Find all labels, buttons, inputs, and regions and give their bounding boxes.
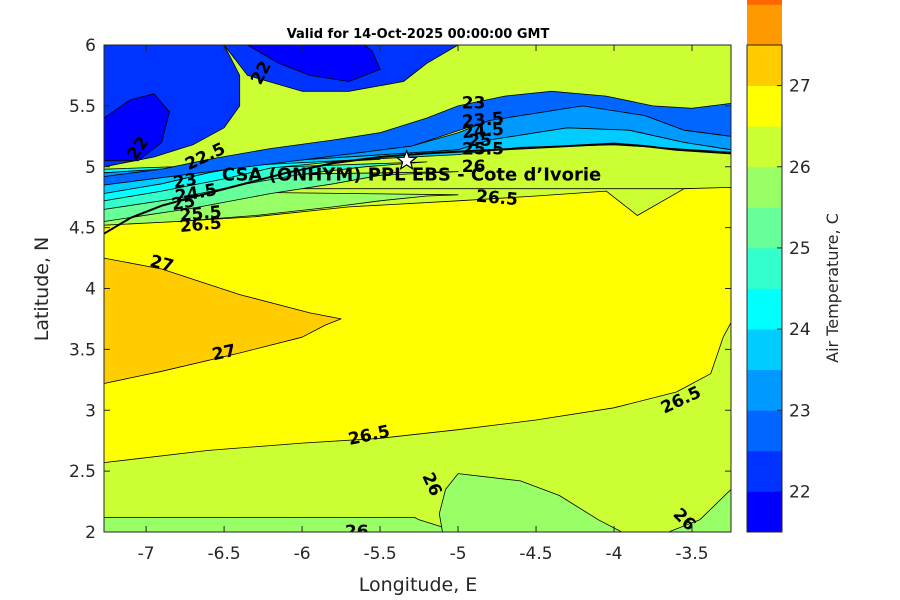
- y-tick-label: 6: [85, 36, 96, 56]
- y-tick-label: 3: [85, 401, 96, 421]
- contour-region-27: [104, 257, 342, 384]
- colorbar-ticks: 22 23 24 25 26 27: [777, 77, 811, 502]
- colorbar-swatch: [747, 45, 782, 86]
- x-tick-label: -4.5: [519, 544, 552, 564]
- station-layer: CSA (ONHYM) PPL EBS - Cote d’Ivorie: [222, 149, 601, 186]
- contour-fill-layer: [104, 45, 731, 532]
- colorbar-swatch: [747, 166, 782, 208]
- contour-label: 26.5: [179, 213, 223, 237]
- y-tick-label: 3.5: [69, 340, 96, 360]
- contour-region-26-5: [104, 186, 731, 464]
- colorbar-tick-label: 23: [789, 401, 811, 421]
- colorbar-tick-label: 25: [789, 239, 811, 259]
- colorbar-swatch: [747, 491, 782, 533]
- colorbar-tick-label: 22: [789, 482, 811, 502]
- y-axis-label: Latitude, N: [31, 237, 53, 342]
- x-tick-label: -3.5: [675, 544, 708, 564]
- x-tick-label: -5.5: [364, 544, 397, 564]
- colorbar-label: Air Temperature, C: [823, 213, 842, 363]
- x-axis-label: Longitude, E: [359, 574, 478, 596]
- contour-region-25-5: [668, 488, 731, 532]
- contour-region-22-5: [104, 90, 731, 186]
- contour-label: 23: [462, 93, 486, 113]
- colorbar-tick-label: 24: [789, 320, 811, 340]
- contour-label: 23.5: [461, 109, 505, 133]
- colorbar-swatch: [747, 4, 782, 46]
- chart-title: Valid for 14-Oct-2025 00:00:00 GMT: [287, 27, 550, 42]
- colorbar-swatch: [747, 329, 782, 371]
- contour-label: 23: [172, 169, 199, 193]
- colorbar-swatch: [747, 0, 782, 5]
- contour-label: 25.5: [179, 202, 223, 226]
- station-name: CSA (ONHYM) PPL EBS - Cote d’Ivorie: [222, 165, 601, 186]
- colorbar-tick-label: 26: [789, 158, 811, 178]
- contour-region-25-5: [104, 517, 459, 532]
- contour-label: 25: [170, 191, 197, 215]
- colorbar-swatch: [747, 410, 782, 452]
- contour-label: 25.5: [462, 140, 504, 160]
- colorbar-tick-label: 27: [789, 77, 811, 97]
- station-star-icon: [395, 149, 418, 171]
- colorbar-swatch: [747, 85, 782, 127]
- x-tick-label: -5: [450, 544, 467, 564]
- contour-label: 26.5: [475, 187, 519, 211]
- y-tick-label: 5.5: [69, 97, 96, 117]
- x-tick-label: -7: [138, 544, 155, 564]
- y-tick-label: 4.5: [69, 219, 96, 239]
- x-axis-ticks: -7 -6.5 -6 -5.5 -5 -4.5 -4 -3.5: [138, 45, 709, 564]
- x-tick-label: -6.5: [208, 544, 241, 564]
- y-tick-label: 2.5: [69, 462, 96, 482]
- contour-label: 25: [468, 131, 492, 151]
- coastline: [104, 142, 731, 235]
- colorbar-swatch: [747, 369, 782, 411]
- contour-label: 26: [462, 157, 486, 177]
- colorbar-swatch: [747, 247, 782, 289]
- x-tick-label: -6: [294, 544, 311, 564]
- x-tick-label: -4: [606, 544, 623, 564]
- contour-label: 24.5: [461, 120, 505, 144]
- contour-region-21-5: [247, 45, 381, 82]
- coastline-layer: [104, 142, 731, 235]
- colorbar-swatch: [747, 126, 782, 168]
- contour-label: 27: [210, 341, 237, 365]
- colorbar-swatch: [747, 450, 782, 492]
- y-tick-label: 5: [85, 158, 96, 178]
- contour-region-21-5: [104, 93, 170, 162]
- colorbar-swatch: [747, 207, 782, 249]
- colorbar-frame: [746, 44, 783, 533]
- colorbar: [746, 0, 783, 533]
- contour-label: 26: [345, 522, 369, 542]
- y-axis-ticks: 2 2.5 3 3.5 4 4.5 5 5.5 6: [69, 36, 731, 543]
- colorbar-swatch: [747, 288, 782, 330]
- y-tick-label: 2: [85, 523, 96, 543]
- y-tick-label: 4: [85, 280, 96, 300]
